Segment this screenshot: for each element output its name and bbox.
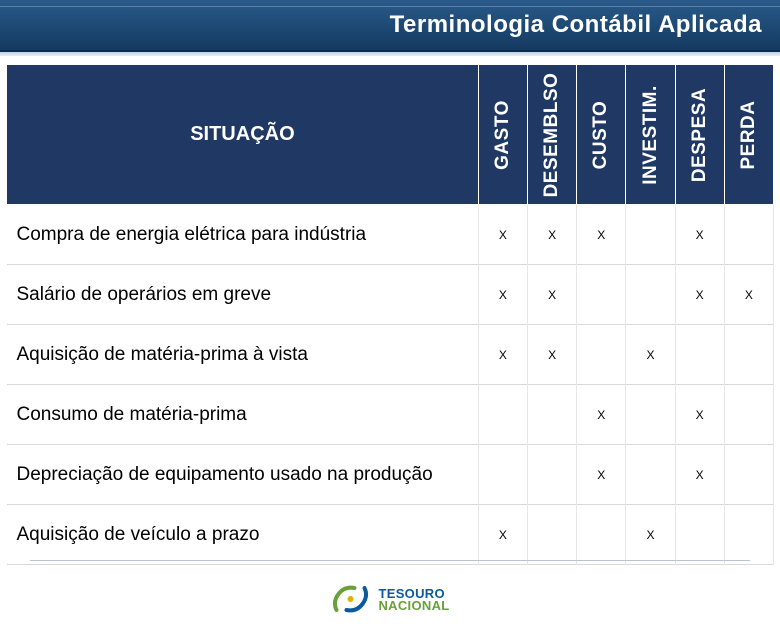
cell-mark: [724, 385, 773, 445]
cell-mark: [528, 385, 577, 445]
column-header-situacao: SITUAÇÃO: [7, 65, 479, 205]
row-label: Aquisição de matéria-prima à vista: [7, 325, 479, 385]
column-header-custo: CUSTO: [577, 65, 626, 205]
cell-mark: [724, 445, 773, 505]
logo-icon: [330, 582, 370, 616]
column-header-label: PERDA: [738, 100, 760, 169]
cell-mark: X: [528, 325, 577, 385]
cell-mark: [626, 445, 675, 505]
title-underline: [0, 52, 780, 56]
cell-mark: [478, 385, 527, 445]
cell-mark: [724, 325, 773, 385]
cell-mark: X: [478, 205, 527, 265]
page-title: Terminologia Contábil Aplicada: [390, 11, 762, 39]
column-header-perda: PERDA: [724, 65, 773, 205]
column-header-despesa: DESPESA: [675, 65, 724, 205]
cell-mark: [577, 265, 626, 325]
table-row: Consumo de matéria-prima XX: [7, 385, 774, 445]
logo-line2: NACIONAL: [378, 599, 449, 612]
row-label: Depreciação de equipamento usado na prod…: [7, 445, 479, 505]
table-header-row: SITUAÇÃO GASTO DESEMBLSO CUSTO INVESTIM.…: [7, 65, 774, 205]
column-header-label: DESEMBLSO: [541, 72, 563, 197]
cell-mark: X: [675, 205, 724, 265]
cell-mark: X: [577, 445, 626, 505]
cell-mark: X: [675, 445, 724, 505]
cell-mark: [528, 445, 577, 505]
table-container: SITUAÇÃO GASTO DESEMBLSO CUSTO INVESTIM.…: [0, 52, 780, 565]
column-header-investim: INVESTIM.: [626, 65, 675, 205]
cell-mark: [675, 325, 724, 385]
table-row: Compra de energia elétrica para indústri…: [7, 205, 774, 265]
column-header-label: GASTO: [492, 100, 514, 170]
column-header-label: CUSTO: [590, 100, 612, 169]
cell-mark: X: [626, 325, 675, 385]
column-header-desemblso: DESEMBLSO: [528, 65, 577, 205]
table-body: Compra de energia elétrica para indústri…: [7, 205, 774, 565]
cell-mark: X: [724, 265, 773, 325]
terminology-table: SITUAÇÃO GASTO DESEMBLSO CUSTO INVESTIM.…: [6, 64, 774, 565]
row-label: Compra de energia elétrica para indústri…: [7, 205, 479, 265]
row-label: Salário de operários em greve: [7, 265, 479, 325]
cell-mark: X: [528, 265, 577, 325]
column-header-label: INVESTIM.: [640, 85, 662, 185]
cell-mark: [478, 445, 527, 505]
footer-divider: [30, 560, 750, 561]
title-bar: Terminologia Contábil Aplicada: [0, 0, 780, 52]
cell-mark: X: [577, 385, 626, 445]
cell-mark: X: [528, 205, 577, 265]
cell-mark: [626, 205, 675, 265]
cell-mark: [626, 385, 675, 445]
column-header-gasto: GASTO: [478, 65, 527, 205]
cell-mark: [626, 265, 675, 325]
table-row: Salário de operários em greveXXXX: [7, 265, 774, 325]
cell-mark: X: [577, 205, 626, 265]
table-row: Depreciação de equipamento usado na prod…: [7, 445, 774, 505]
column-header-label: DESPESA: [689, 87, 711, 181]
cell-mark: [724, 205, 773, 265]
cell-mark: X: [675, 385, 724, 445]
cell-mark: [577, 325, 626, 385]
table-row: Aquisição de matéria-prima à vistaXXX: [7, 325, 774, 385]
row-label: Consumo de matéria-prima: [7, 385, 479, 445]
logo-text: TESOURO NACIONAL: [378, 587, 449, 612]
cell-mark: X: [675, 265, 724, 325]
cell-mark: X: [478, 325, 527, 385]
logo: TESOURO NACIONAL: [330, 582, 449, 616]
footer: TESOURO NACIONAL: [0, 552, 780, 630]
cell-mark: X: [478, 265, 527, 325]
